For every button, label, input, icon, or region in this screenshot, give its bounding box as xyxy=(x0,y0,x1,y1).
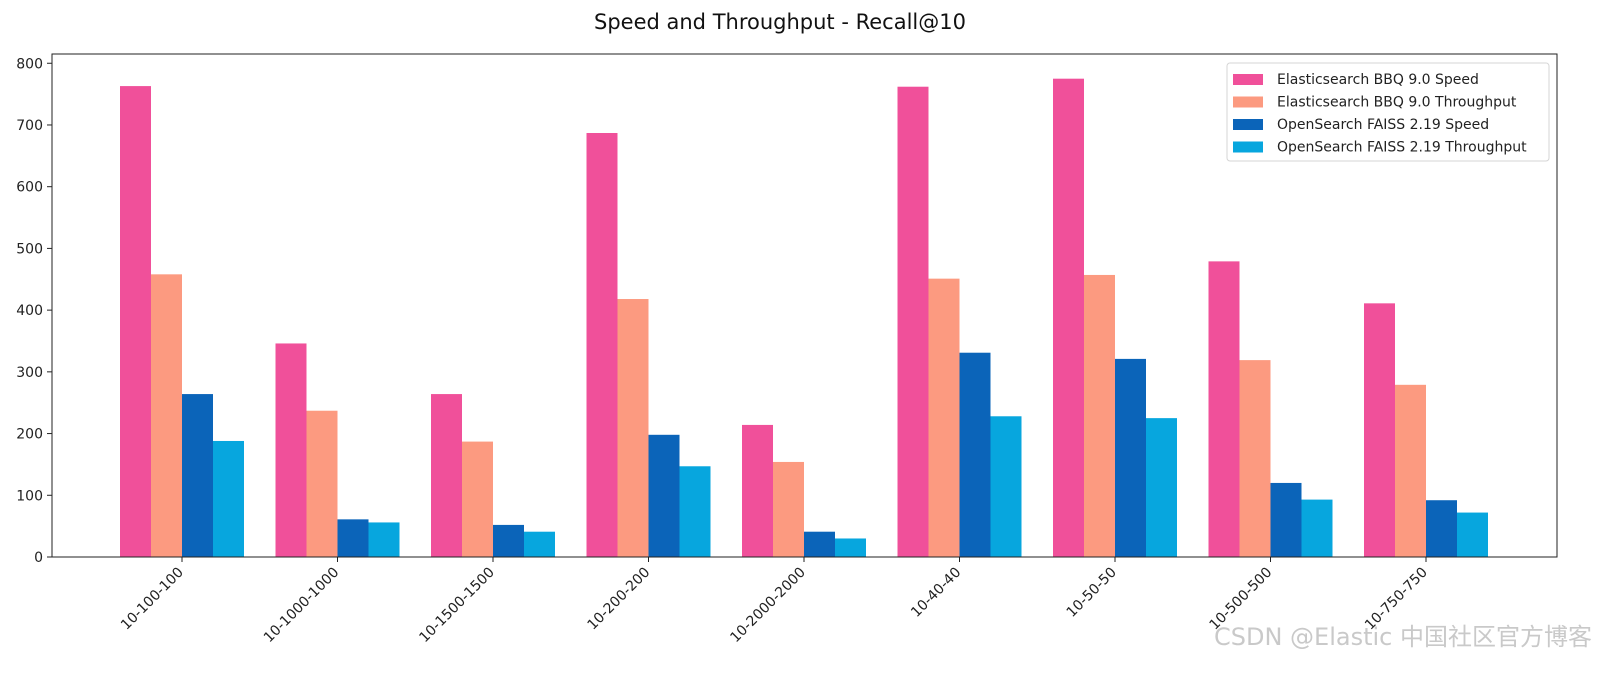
bar-10-1500-1500-series-4 xyxy=(524,531,555,557)
bar-10-1000-1000-series-1 xyxy=(275,343,307,557)
bar-10-100-100-series-2 xyxy=(151,274,182,557)
bar-10-100-100-series-4 xyxy=(213,440,244,557)
bar-10-200-200-series-4 xyxy=(679,466,711,557)
x-tick-label-10-1000-1000: 10-1000-1000 xyxy=(261,565,342,646)
bar-10-500-500-series-2 xyxy=(1239,360,1271,557)
bar-10-50-50-series-4 xyxy=(1146,418,1177,557)
legend-label-4: OpenSearch FAISS 2.19 Throughput xyxy=(1277,140,1527,156)
bar-10-750-750-series-1 xyxy=(1364,303,1395,557)
y-tick-label-0: 0 xyxy=(34,550,43,566)
bar-10-50-50-series-1 xyxy=(1053,78,1084,557)
bar-10-50-50-series-3 xyxy=(1115,358,1146,557)
bar-10-2000-2000-series-4 xyxy=(835,538,866,557)
legend-swatch-4 xyxy=(1233,141,1263,153)
legend-swatch-1 xyxy=(1233,74,1263,85)
bar-10-2000-2000-series-2 xyxy=(773,461,804,557)
bar-10-50-50-series-2 xyxy=(1084,274,1115,557)
bar-10-1500-1500-series-3 xyxy=(493,524,524,557)
y-tick-label-700: 700 xyxy=(16,118,43,134)
x-tick-label-10-40-40: 10-40-40 xyxy=(908,565,964,621)
bar-10-750-750-series-4 xyxy=(1457,512,1488,557)
bar-10-500-500-series-3 xyxy=(1270,482,1302,557)
y-tick-label-600: 600 xyxy=(16,180,43,196)
bar-10-100-100-series-1 xyxy=(120,86,151,557)
x-tick-label-10-1500-1500: 10-1500-1500 xyxy=(416,565,497,646)
legend-label-3: OpenSearch FAISS 2.19 Speed xyxy=(1277,117,1489,133)
chart-title: Speed and Throughput - Recall@10 xyxy=(594,10,966,34)
bar-10-750-750-series-2 xyxy=(1395,384,1426,557)
y-tick-label-800: 800 xyxy=(16,56,43,72)
bar-10-2000-2000-series-3 xyxy=(804,531,835,557)
bar-10-750-750-series-3 xyxy=(1426,500,1457,557)
watermark: CSDN @Elastic 中国社区官方博客 xyxy=(1214,623,1592,651)
bar-10-1000-1000-series-4 xyxy=(368,522,400,557)
legend-swatch-3 xyxy=(1233,119,1263,130)
bar-10-40-40-series-4 xyxy=(990,416,1022,557)
x-tick-label-10-2000-2000: 10-2000-2000 xyxy=(727,565,808,646)
bar-10-40-40-series-2 xyxy=(928,278,960,557)
y-tick-label-500: 500 xyxy=(16,241,43,257)
bar-10-100-100-series-3 xyxy=(182,394,213,557)
plot-frame xyxy=(51,53,1558,558)
bar-10-40-40-series-3 xyxy=(959,352,991,557)
bar-10-500-500-series-1 xyxy=(1208,261,1240,557)
bar-10-200-200-series-3 xyxy=(648,434,680,557)
bar-10-1000-1000-series-2 xyxy=(306,410,338,557)
y-tick-label-300: 300 xyxy=(16,365,43,381)
y-tick-label-100: 100 xyxy=(16,488,43,504)
y-axis: 0 100 200 300 400 500 600 700 800 xyxy=(16,56,52,566)
legend: Elasticsearch BBQ 9.0 Speed Elasticsearch… xyxy=(1226,62,1550,162)
bars-layer xyxy=(120,78,1488,558)
x-tick-label-10-200-200: 10-200-200 xyxy=(584,565,653,634)
x-tick-label-10-50-50: 10-50-50 xyxy=(1064,565,1120,621)
bar-10-2000-2000-series-1 xyxy=(742,424,773,557)
bar-10-1000-1000-series-3 xyxy=(337,519,369,557)
bar-10-40-40-series-1 xyxy=(897,86,929,558)
x-tick-label-10-100-100: 10-100-100 xyxy=(118,565,187,634)
y-tick-label-200: 200 xyxy=(16,427,43,443)
legend-label-2: Elasticsearch BBQ 9.0 Throughput xyxy=(1277,95,1517,111)
bar-10-500-500-series-4 xyxy=(1301,499,1333,557)
bar-10-1500-1500-series-2 xyxy=(462,441,493,557)
y-tick-label-400: 400 xyxy=(16,303,43,319)
bar-10-200-200-series-1 xyxy=(586,133,618,557)
legend-label-1: Elasticsearch BBQ 9.0 Speed xyxy=(1277,72,1479,88)
bar-10-200-200-series-2 xyxy=(617,299,649,557)
legend-swatch-2 xyxy=(1233,96,1263,108)
legend-box xyxy=(1226,62,1550,162)
bar-10-1500-1500-series-1 xyxy=(431,394,462,557)
